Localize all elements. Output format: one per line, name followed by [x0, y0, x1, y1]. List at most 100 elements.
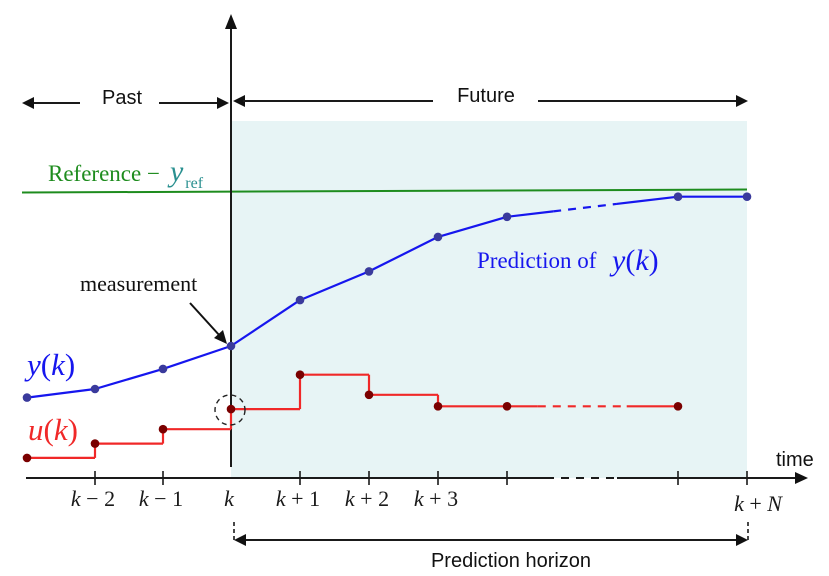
reference-subscript: ref — [185, 175, 203, 192]
future-region-shading — [231, 121, 747, 478]
output-y-sample-marker — [295, 295, 305, 305]
output-y-sample-marker — [673, 192, 683, 201]
reference-line — [21, 188, 748, 194]
output-y-line-segment — [368, 235, 439, 273]
math-operator: ) — [649, 244, 659, 277]
input-u-sample-marker — [673, 402, 683, 411]
measurement-label: measurement — [80, 271, 197, 296]
x-tick-label: k − 1 — [139, 486, 183, 511]
output-y-sample-marker — [90, 384, 100, 394]
reference-line-layer — [21, 188, 748, 194]
reference-symbol: y — [167, 155, 184, 188]
output-y-sample-marker — [158, 364, 168, 374]
math-operator: ( — [41, 347, 51, 382]
math-operator: + 2 — [355, 486, 389, 511]
reference-label-text: Reference − — [48, 161, 160, 186]
output-y-sample-marker — [226, 341, 236, 351]
measurement-arrow — [189, 302, 227, 344]
output-y-line-segment — [299, 270, 370, 302]
x-tick-label: k + 3 — [414, 486, 458, 511]
output-y-line-segment — [230, 299, 301, 347]
output-series-label: y(k) — [24, 347, 75, 382]
output-y-line-segment — [26, 387, 96, 399]
math-variable: k — [51, 347, 66, 382]
input-u-sample-marker — [364, 390, 374, 400]
math-variable: k — [71, 486, 82, 511]
prediction-horizon-arrow — [233, 522, 749, 546]
math-operator: ( — [625, 244, 635, 277]
input-u-sample-marker — [90, 439, 100, 448]
arrow-up-icon — [225, 14, 237, 29]
time-axis-label: time — [776, 449, 814, 471]
math-variable: k — [224, 486, 235, 511]
prediction-symbol: y(k) — [609, 244, 659, 277]
math-variable: k — [54, 412, 69, 447]
input-u-series — [22, 370, 683, 463]
output-y-line-segment — [616, 195, 679, 206]
measurement-arrow-shaft — [189, 302, 221, 337]
arrow-right-icon — [736, 534, 748, 546]
output-y-sample-marker — [22, 393, 32, 402]
math-variable: u — [28, 412, 44, 447]
input-u-sample-marker — [158, 424, 168, 434]
arrow-down-right-icon — [214, 330, 227, 344]
math-variable: N — [766, 491, 783, 516]
input-u-sample-marker — [22, 453, 32, 463]
math-operator: ( — [44, 412, 54, 447]
output-y-sample-marker — [364, 267, 374, 276]
reference-label: Reference − y ref — [48, 155, 204, 192]
input-u-sample-marker — [295, 370, 305, 380]
output-y-sample-marker — [742, 192, 752, 201]
output-y-line-segment — [506, 210, 554, 218]
math-variable: k — [276, 486, 287, 511]
x-tick-label: k − 2 — [71, 486, 115, 511]
input-series-label: u(k) — [28, 412, 78, 447]
arrow-right-icon — [217, 97, 229, 109]
input-u-sample-marker — [502, 402, 512, 411]
math-variable: k — [139, 486, 150, 511]
math-operator: + 1 — [286, 486, 320, 511]
current-input-highlight-circle — [214, 394, 246, 426]
arrow-left-icon — [22, 97, 34, 109]
output-y-line-segment-ellipsis — [553, 202, 617, 213]
output-y-series — [22, 192, 752, 402]
future-span-arrow — [233, 95, 748, 107]
math-operator: + 3 — [424, 486, 458, 511]
x-tick-label: k + 1 — [276, 486, 320, 511]
past-span-arrow — [22, 97, 229, 109]
math-variable: k — [635, 244, 649, 277]
current-time-axis — [225, 14, 237, 467]
math-variable: k — [414, 486, 425, 511]
math-operator: − 2 — [81, 486, 115, 511]
math-variable: k — [734, 491, 745, 516]
arrow-left-icon — [233, 95, 245, 107]
math-variable: k — [345, 486, 356, 511]
series-layer — [22, 192, 752, 463]
arrow-right-icon — [736, 95, 748, 107]
math-operator: − 1 — [149, 486, 183, 511]
output-y-line-segment — [94, 367, 164, 391]
x-tick-label: k + 2 — [345, 486, 389, 511]
prediction-label: Prediction of — [477, 248, 597, 273]
output-y-sample-marker — [433, 232, 443, 242]
input-u-sample-marker — [433, 402, 443, 411]
math-operator: ) — [68, 412, 78, 447]
math-variable: y — [609, 244, 626, 277]
time-axis — [26, 472, 808, 484]
x-tick-label: k + N — [734, 491, 783, 516]
output-y-line-segment — [437, 215, 508, 238]
input-u-sample-marker — [226, 404, 236, 414]
x-tick-label: k — [224, 486, 235, 511]
math-operator: + — [744, 491, 767, 516]
arrow-left-icon — [234, 534, 246, 546]
output-y-sample-marker — [502, 212, 512, 222]
math-variable: y — [24, 347, 41, 382]
math-operator: ) — [65, 347, 75, 382]
prediction-horizon-label: Prediction horizon — [431, 550, 591, 572]
past-label: Past — [102, 87, 142, 109]
future-label: Future — [457, 85, 515, 107]
arrow-right-icon — [795, 472, 808, 484]
output-y-line-segment — [162, 344, 232, 370]
